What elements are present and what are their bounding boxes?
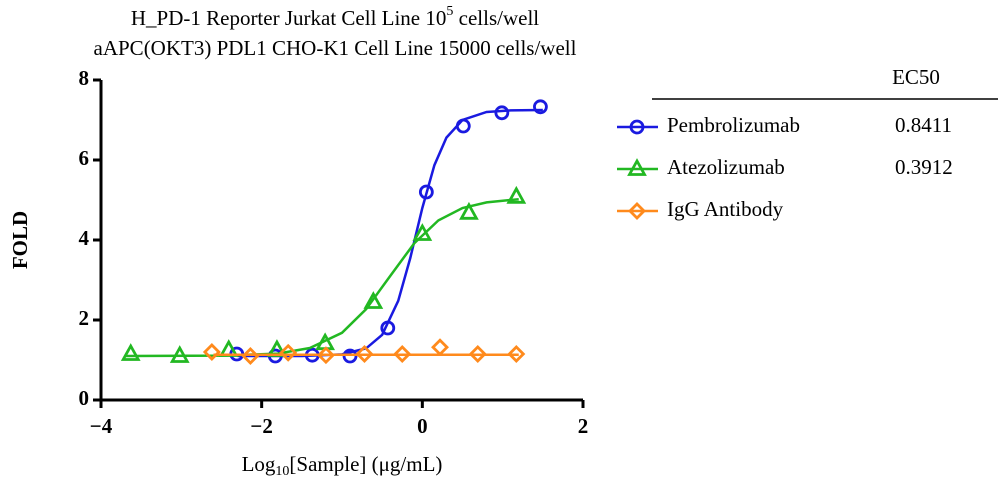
data-point [355, 345, 374, 363]
data-point [218, 339, 239, 357]
title-text: cells/well [453, 6, 539, 30]
data-point [316, 346, 335, 365]
data-point [363, 291, 384, 309]
x-title-sub: 10 [275, 464, 289, 479]
x-axis-title: Log10[Sample] (μg/mL) [242, 452, 443, 479]
legend-label: Pembrolizumab [667, 113, 800, 137]
legend-ec50: 0.8411 [895, 113, 952, 137]
legend-marker [628, 202, 646, 220]
y-tick-label: 6 [79, 146, 90, 170]
legend-marker [627, 158, 647, 176]
data-point [169, 345, 190, 363]
x-tick-label: 2 [578, 414, 589, 438]
y-axis-title: FOLD [8, 211, 32, 269]
x-title-text: [Sample] (μg/mL) [289, 452, 442, 476]
data-point [279, 343, 298, 362]
title-sup: 5 [446, 4, 453, 19]
legend-label: Atezolizumab [667, 155, 785, 179]
data-point [418, 184, 434, 200]
data-point [393, 345, 412, 363]
legend-marker [629, 119, 645, 135]
data-point [533, 99, 548, 115]
data-point [241, 347, 260, 365]
data-point [120, 343, 141, 361]
x-tick-label: −2 [250, 414, 272, 438]
x-tick-label: −4 [90, 414, 113, 438]
data-point [468, 345, 487, 363]
legend-label: IgG Antibody [667, 197, 784, 221]
data-point [202, 343, 221, 361]
fit-curve [237, 108, 543, 358]
legend-ec50: 0.3912 [895, 155, 953, 179]
data-point [507, 345, 526, 363]
data-point [380, 320, 396, 336]
x-tick-label: 0 [417, 414, 428, 438]
y-tick-label: 2 [79, 306, 90, 330]
data-point [455, 118, 471, 134]
data-point [506, 185, 527, 204]
y-tick-label: 0 [79, 386, 90, 410]
x-title-text: Log [242, 452, 276, 476]
data-point [459, 201, 479, 220]
title-text: H_PD-1 Reporter Jurkat Cell Line 10 [131, 6, 447, 30]
chart-subtitle: aAPC(OKT3) PDL1 CHO-K1 Cell Line 15000 c… [94, 36, 577, 60]
data-point [412, 223, 433, 241]
data-point [494, 105, 510, 121]
y-tick-label: 4 [79, 226, 90, 250]
legend-header: EC50 [892, 65, 940, 89]
fit-curve [125, 197, 519, 358]
data-point [431, 338, 449, 357]
y-tick-label: 8 [79, 66, 90, 90]
chart-title: H_PD-1 Reporter Jurkat Cell Line 105 cel… [131, 4, 539, 30]
